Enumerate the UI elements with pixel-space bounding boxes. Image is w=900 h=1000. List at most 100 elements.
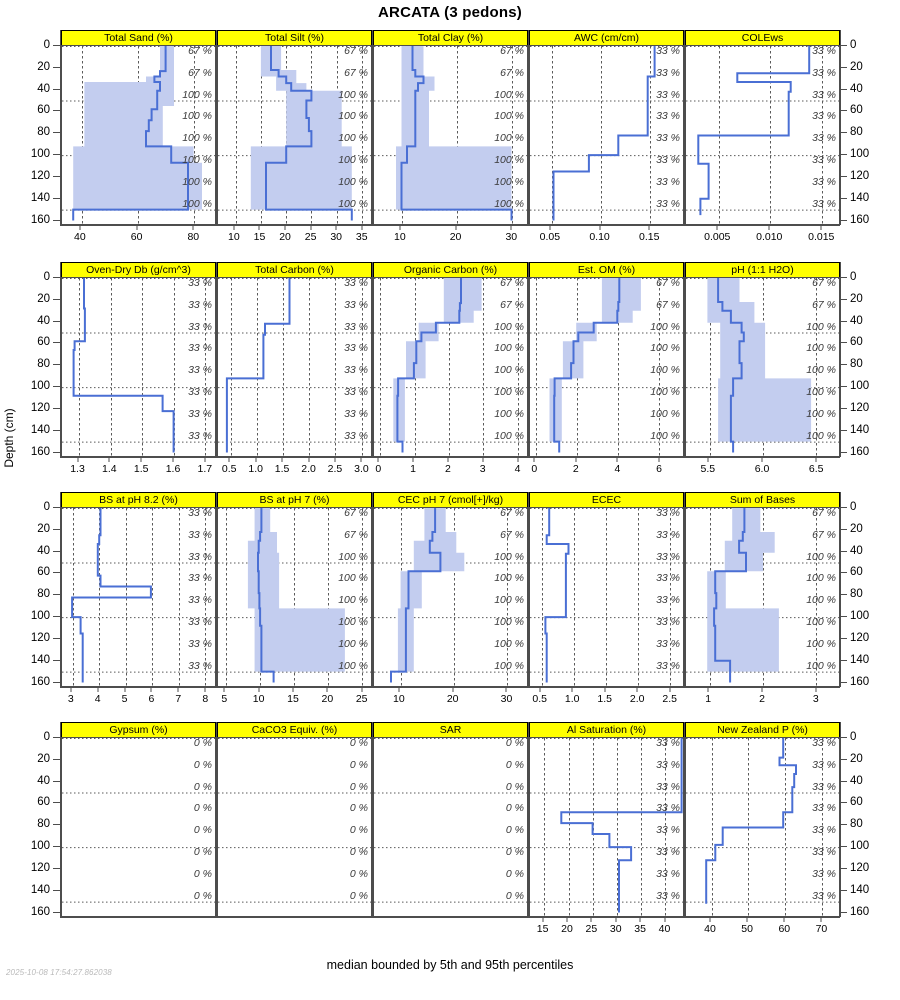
panel-ecec[interactable]: ECEC 33 % 33 % 33 % 33 % 33 % 33 % 33 % 33 % [528, 492, 685, 687]
panel-plot-svg [686, 278, 839, 456]
depth-axis-tick-label: 140 [30, 653, 50, 666]
panel-title-strip: ECEC [529, 492, 684, 507]
depth-axis-tick [53, 911, 60, 913]
panel-plot-area[interactable]: 67 % 67 % 100 % 100 % 100 % 100 % 100 % 100 % [685, 277, 840, 457]
panel-sar[interactable]: SAR 0 % 0 % 0 % 0 % 0 % 0 % 0 % 0 % [372, 722, 529, 917]
panel-plot-area[interactable]: 67 % 67 % 100 % 100 % 100 % 100 % 100 % 100 % [373, 507, 528, 687]
panel-title-strip: COLEws [685, 30, 840, 45]
depth-axis-tick-label: 120 [850, 401, 870, 414]
x-axis-tick-label: 1.3 [70, 463, 85, 475]
depth-axis-tick [840, 911, 847, 913]
x-axis-tick-label: 20 [561, 923, 573, 935]
panel-plot-area[interactable]: 33 % 33 % 33 % 33 % 33 % 33 % 33 % 33 % [685, 45, 840, 225]
depth-axis-tick [53, 802, 60, 804]
depth-axis-tick-label: 140 [850, 191, 870, 204]
percentile-band [247, 508, 345, 672]
panel-group: Oven-Dry Db (g/cm^3) 33 % 33 % 33 % 33 % 33 %… [60, 262, 841, 457]
x-axis-tick-label: 10 [394, 231, 406, 243]
panel-plot-area[interactable]: 67 % 67 % 100 % 100 % 100 % 100 % 100 % 100 % [373, 45, 528, 225]
depth-axis-tick-label: 40 [37, 544, 50, 557]
depth-axis-tick [53, 637, 60, 639]
depth-axis-tick-label: 100 [30, 148, 50, 161]
x-axis-tick [648, 225, 650, 230]
panel-plot-area[interactable]: 33 % 33 % 33 % 33 % 33 % 33 % 33 % 33 % [685, 737, 840, 917]
depth-axis-tick-label: 0 [850, 39, 857, 51]
panel-sum-of-bases[interactable]: Sum of Bases 67 % 67 % 100 % 100 % 100 % 100 %… [684, 492, 841, 687]
x-axis-tick [505, 687, 507, 692]
panel-oven-dry-db-g-cm-3[interactable]: Oven-Dry Db (g/cm^3) 33 % 33 % 33 % 33 % 33 %… [60, 262, 217, 457]
panel-plot-area[interactable]: 67 % 67 % 100 % 100 % 100 % 100 % 100 % 100 % [529, 277, 684, 457]
panel-organic-carbon[interactable]: Organic Carbon (%) 67 % 67 % 100 % 100 % 100 … [372, 262, 529, 457]
depth-axis-tick-label: 60 [37, 566, 50, 579]
chart-row-1: Total Sand (%) 67 % 67 % 100 % 100 % 100 % 100… [60, 30, 841, 249]
x-axis-tick [326, 687, 328, 692]
x-axis-tick [223, 687, 225, 692]
panel-est-om[interactable]: Est. OM (%) 67 % 67 % 100 % 100 % 100 % 100 % 1… [528, 262, 685, 457]
panel-al-saturation[interactable]: Al Saturation (%) 33 % 33 % 33 % 33 % 33 % 33 … [528, 722, 685, 917]
depth-axis-tick-label: 40 [850, 314, 863, 327]
depth-axis-tick [840, 364, 847, 366]
x-axis-tick-label: 1.5 [274, 463, 290, 475]
depth-axis-tick [53, 66, 60, 68]
panel-plot-area[interactable]: 33 % 33 % 33 % 33 % 33 % 33 % 33 % 33 % [529, 507, 684, 687]
footer-caption: median bounded by 5th and 95th percentil… [326, 958, 574, 972]
panel-total-clay[interactable]: Total Clay (%) 67 % 67 % 100 % 100 % 100 % 100… [372, 30, 529, 225]
x-axis-tick [707, 687, 709, 692]
panel-plot-area[interactable]: 67 % 67 % 100 % 100 % 100 % 100 % 100 % 100 % [685, 507, 840, 687]
panel-plot-area[interactable]: 67 % 67 % 100 % 100 % 100 % 100 % 100 % 100 % [61, 45, 216, 225]
panel-ph-1-1-h2o[interactable]: pH (1:1 H2O) 67 % 67 % 100 % 100 % 100 % 100 %… [684, 262, 841, 457]
x-axis-cell [372, 917, 528, 941]
x-axis-cell [60, 917, 216, 941]
median-line [265, 46, 353, 221]
x-axis-tick [77, 457, 78, 462]
x-axis-line [528, 457, 684, 458]
panel-total-sand[interactable]: Total Sand (%) 67 % 67 % 100 % 100 % 100 % 100… [60, 30, 217, 225]
panel-caco3-equiv[interactable]: CaCO3 Equiv. (%) 0 % 0 % 0 % 0 % 0 % 0 % 0 % 0 % [216, 722, 373, 917]
panel-gypsum[interactable]: Gypsum (%) 0 % 0 % 0 % 0 % 0 % 0 % 0 % 0 % [60, 722, 217, 917]
panel-title-strip: SAR [373, 722, 528, 737]
panel-plot-area[interactable]: 67 % 67 % 100 % 100 % 100 % 100 % 100 % 100 % [217, 45, 372, 225]
panel-total-silt[interactable]: Total Silt (%) 67 % 67 % 100 % 100 % 100 % 100… [216, 30, 373, 225]
panel-plot-area[interactable]: 33 % 33 % 33 % 33 % 33 % 33 % 33 % 33 % [61, 507, 216, 687]
chart-row-3: BS at pH 8.2 (%) 33 % 33 % 33 % 33 % 33 % 33 %… [60, 492, 841, 711]
panel-plot-area[interactable]: 0 % 0 % 0 % 0 % 0 % 0 % 0 % 0 % [373, 737, 528, 917]
depth-axis-tick-label: 20 [37, 752, 50, 765]
median-line [553, 278, 621, 453]
panel-plot-area[interactable]: 0 % 0 % 0 % 0 % 0 % 0 % 0 % 0 % [217, 737, 372, 917]
depth-axis-tick [53, 451, 60, 453]
panel-plot-area[interactable]: 33 % 33 % 33 % 33 % 33 % 33 % 33 % 33 % [217, 277, 372, 457]
x-axis-tick [284, 225, 286, 230]
x-axis-tick [815, 687, 817, 692]
x-axis-tick [361, 687, 363, 692]
x-axis-tick [707, 457, 709, 462]
depth-axis-tick [840, 429, 847, 431]
panel-plot-area[interactable]: 0 % 0 % 0 % 0 % 0 % 0 % 0 % 0 % [61, 737, 216, 917]
panel-total-carbon[interactable]: Total Carbon (%) 33 % 33 % 33 % 33 % 33 % 33 %… [216, 262, 373, 457]
panel-plot-area[interactable]: 33 % 33 % 33 % 33 % 33 % 33 % 33 % 33 % [61, 277, 216, 457]
x-axis-tick-label: 60 [130, 231, 143, 243]
depth-axis-tick [840, 780, 847, 782]
panel-bs-at-ph-8-2[interactable]: BS at pH 8.2 (%) 33 % 33 % 33 % 33 % 33 % 33 %… [60, 492, 217, 687]
panel-plot-area[interactable]: 67 % 67 % 100 % 100 % 100 % 100 % 100 % 100 % [217, 507, 372, 687]
median-line [72, 278, 175, 453]
panel-new-zealand-p[interactable]: New Zealand P (%) 33 % 33 % 33 % 33 % 33 % 33 … [684, 722, 841, 917]
panel-bs-at-ph-7[interactable]: BS at pH 7 (%) 67 % 67 % 100 % 100 % 100 % 100… [216, 492, 373, 687]
panel-awc-cm-cm[interactable]: AWC (cm/cm) 33 % 33 % 33 % 33 % 33 % 33 % 33 % 3… [528, 30, 685, 225]
panel-plot-area[interactable]: 33 % 33 % 33 % 33 % 33 % 33 % 33 % 33 % [529, 737, 684, 917]
depth-axis-tick-label: 140 [30, 883, 50, 896]
panel-title-strip: BS at pH 7 (%) [217, 492, 372, 507]
panel-cec-ph-7-cmol-kg[interactable]: CEC pH 7 (cmol[+]/kg) 67 % 67 % 100 % 100 % 1… [372, 492, 529, 687]
x-axis-tick [334, 457, 336, 462]
x-axis-tick-label: 6.5 [808, 463, 824, 475]
x-axis-tick-label: 1.4 [102, 463, 117, 475]
depth-axis-tick [840, 154, 847, 156]
panel-plot-area[interactable]: 33 % 33 % 33 % 33 % 33 % 33 % 33 % 33 % [529, 45, 684, 225]
panel-colews[interactable]: COLEws 33 % 33 % 33 % 33 % 33 % 33 % 33 % 33 % [684, 30, 841, 225]
depth-axis-tick [840, 320, 847, 322]
x-axis-tick [281, 457, 283, 462]
depth-axis-tick [840, 407, 847, 409]
x-axis-tick [549, 225, 551, 230]
x-axis-cell: 1.3 1.4 1.5 1.6 1.7 [60, 457, 216, 481]
panel-plot-area[interactable]: 67 % 67 % 100 % 100 % 100 % 100 % 100 % 100 % [373, 277, 528, 457]
depth-axis-tick-label: 60 [37, 336, 50, 349]
